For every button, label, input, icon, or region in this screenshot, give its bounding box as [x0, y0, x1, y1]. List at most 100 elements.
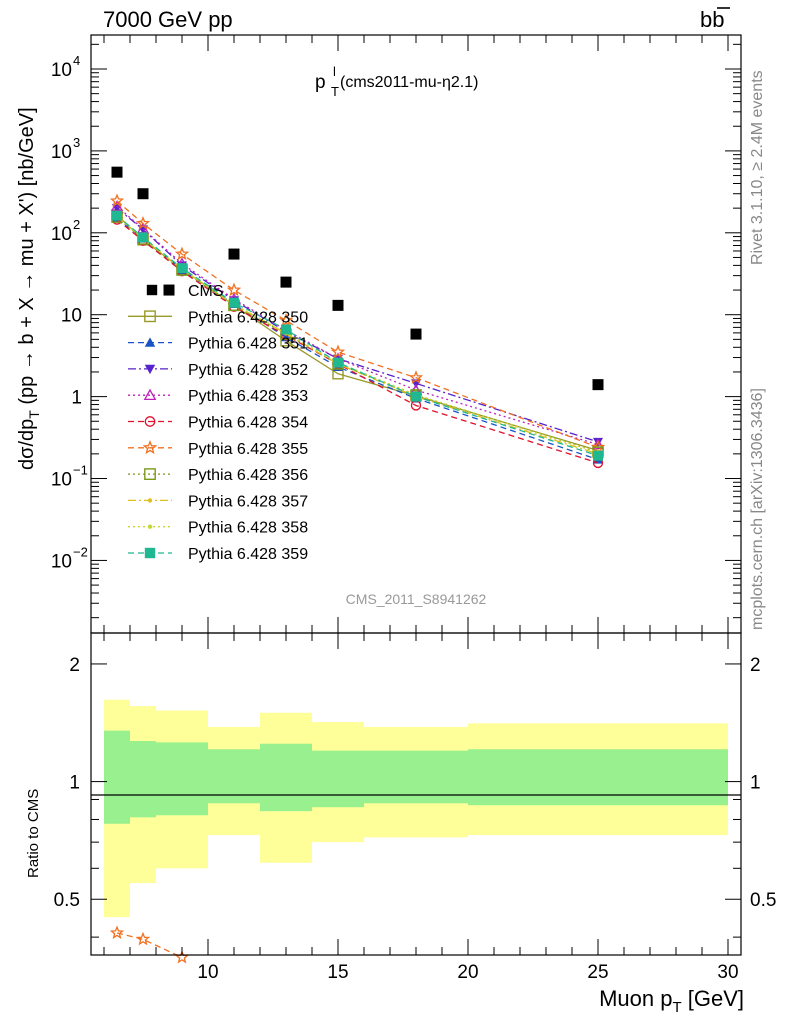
data-point: [333, 357, 343, 368]
mcplots-label: mcplots.cern.ch [arXiv:1306.3436]: [749, 388, 766, 630]
legend-entry: Pythia 6.428 356: [128, 467, 308, 484]
analysis-watermark: CMS_2011_S8941262: [346, 591, 487, 607]
data-point: [411, 391, 421, 402]
y-tick-label: 1: [71, 388, 82, 409]
svg-text:dσ/dpT (pp → b + X → mu + X'): dσ/dpT (pp → b + X → mu + X') [nb/GeV]: [16, 107, 42, 470]
data-point: [330, 344, 346, 359]
legend-label: Pythia 6.428 359: [188, 546, 308, 563]
svg-text:4: 4: [73, 53, 80, 68]
data-point: [228, 248, 240, 260]
top-y-axis-label: dσ/dpT (pp → b + X → mu + X') [nb/GeV]: [16, 107, 42, 470]
band-inner: [104, 730, 130, 824]
ratio-tick-label: 1: [69, 773, 80, 794]
y-tick-label: 10 2: [51, 217, 80, 245]
y-tick-label: 10 3: [51, 135, 80, 163]
y-tick-label: 10 4: [51, 53, 80, 81]
band-inner: [260, 743, 312, 812]
legend-entry: CMS: [146, 283, 224, 300]
header-final-state: bb: [700, 7, 730, 32]
ratio-tick-label: 1: [750, 773, 761, 794]
series-pythia-6-428-352: [112, 204, 603, 447]
ratio-tick-label: 0.5: [54, 890, 80, 911]
data-point: [137, 188, 149, 200]
legend-entry: Pythia 6.428 359: [128, 546, 308, 563]
ratio-point: [135, 931, 151, 946]
data-point: [135, 215, 151, 230]
series-pythia-6-428-351: [112, 213, 603, 464]
ratio-tick-label: 2: [750, 655, 761, 676]
data-point: [332, 299, 344, 311]
svg-text:10: 10: [51, 551, 72, 572]
ratio-uncertainty-bands: [104, 699, 728, 918]
data-point: [281, 324, 291, 335]
data-point: [138, 232, 148, 243]
data-point: [410, 328, 422, 340]
legend-entry: Pythia 6.428 350: [128, 309, 308, 326]
ratio-point: [109, 925, 125, 940]
svg-text:10: 10: [51, 470, 72, 491]
plot-title: p l T (cms2011-mu-η2.1): [315, 64, 478, 99]
series-pythia-6-428-355: [109, 193, 606, 454]
legend-entry: Pythia 6.428 355: [128, 440, 308, 458]
x-tick-label: 25: [587, 962, 608, 983]
data-point: [110, 200, 124, 212]
data-point: [278, 312, 294, 327]
legend-entry: Pythia 6.428 353: [128, 388, 308, 405]
svg-text:bb: bb: [700, 7, 725, 32]
svg-text:10: 10: [61, 306, 82, 327]
data-point: [229, 297, 239, 308]
svg-text:10: 10: [51, 60, 72, 81]
legend-label: Pythia 6.428 354: [188, 415, 308, 432]
svg-text:10: 10: [51, 142, 72, 163]
svg-text:3: 3: [73, 135, 80, 150]
data-point: [226, 282, 242, 297]
legend-entry: Pythia 6.428 351: [128, 336, 308, 353]
y-tick-label: 10 −2: [51, 544, 88, 572]
ratio-series-layer: [109, 925, 190, 964]
svg-text:Muon pT [GeV]: Muon pT [GeV]: [599, 986, 744, 1016]
series-cms: [111, 166, 604, 391]
legend-label: Pythia 6.428 358: [188, 520, 308, 537]
svg-text:T: T: [331, 84, 339, 99]
svg-text:−1: −1: [73, 463, 88, 478]
series-pythia-6-428-350: [111, 209, 604, 457]
data-point: [592, 379, 604, 391]
legend-label: Pythia 6.428 353: [188, 388, 308, 405]
ratio-pythia-6-428-355: [109, 925, 190, 964]
band-inner: [208, 749, 260, 804]
legend-label: Pythia 6.428 356: [188, 467, 308, 484]
ratio-tick-label: 0.5: [750, 890, 776, 911]
svg-text:−2: −2: [73, 544, 88, 559]
data-point: [280, 276, 292, 288]
y-tick-label: 10 −1: [51, 463, 88, 491]
header-process: 7000 GeV pp: [103, 7, 233, 32]
data-point: [111, 166, 123, 178]
legend-entry: Pythia 6.428 357: [128, 493, 308, 510]
legend-label: Pythia 6.428 350: [188, 309, 308, 326]
data-point: [591, 438, 605, 450]
svg-text:2: 2: [73, 217, 80, 232]
series-pythia-6-428-353: [110, 200, 605, 450]
legend-entry: Pythia 6.428 354: [128, 415, 308, 432]
ratio-y-axis-label: Ratio to CMS: [25, 789, 42, 878]
data-point: [177, 263, 187, 274]
x-tick-label: 30: [717, 962, 738, 983]
top-series-layer: [109, 166, 606, 469]
data-point: [590, 439, 606, 454]
x-axis: 10 15 20 25 30: [103, 633, 739, 983]
svg-text:10: 10: [51, 224, 72, 245]
data-point: [109, 193, 125, 208]
data-point: [163, 284, 175, 296]
band-inner: [130, 741, 156, 818]
band-inner: [468, 749, 728, 806]
legend-label: Pythia 6.428 357: [188, 493, 308, 510]
svg-text:1: 1: [71, 388, 82, 409]
series-pythia-6-428-359: [112, 210, 603, 461]
ratio-tick-label: 2: [69, 655, 80, 676]
y-tick-label: 10: [61, 306, 82, 327]
data-point: [174, 246, 190, 261]
x-tick-label: 10: [197, 962, 218, 983]
svg-text:p: p: [315, 72, 326, 93]
